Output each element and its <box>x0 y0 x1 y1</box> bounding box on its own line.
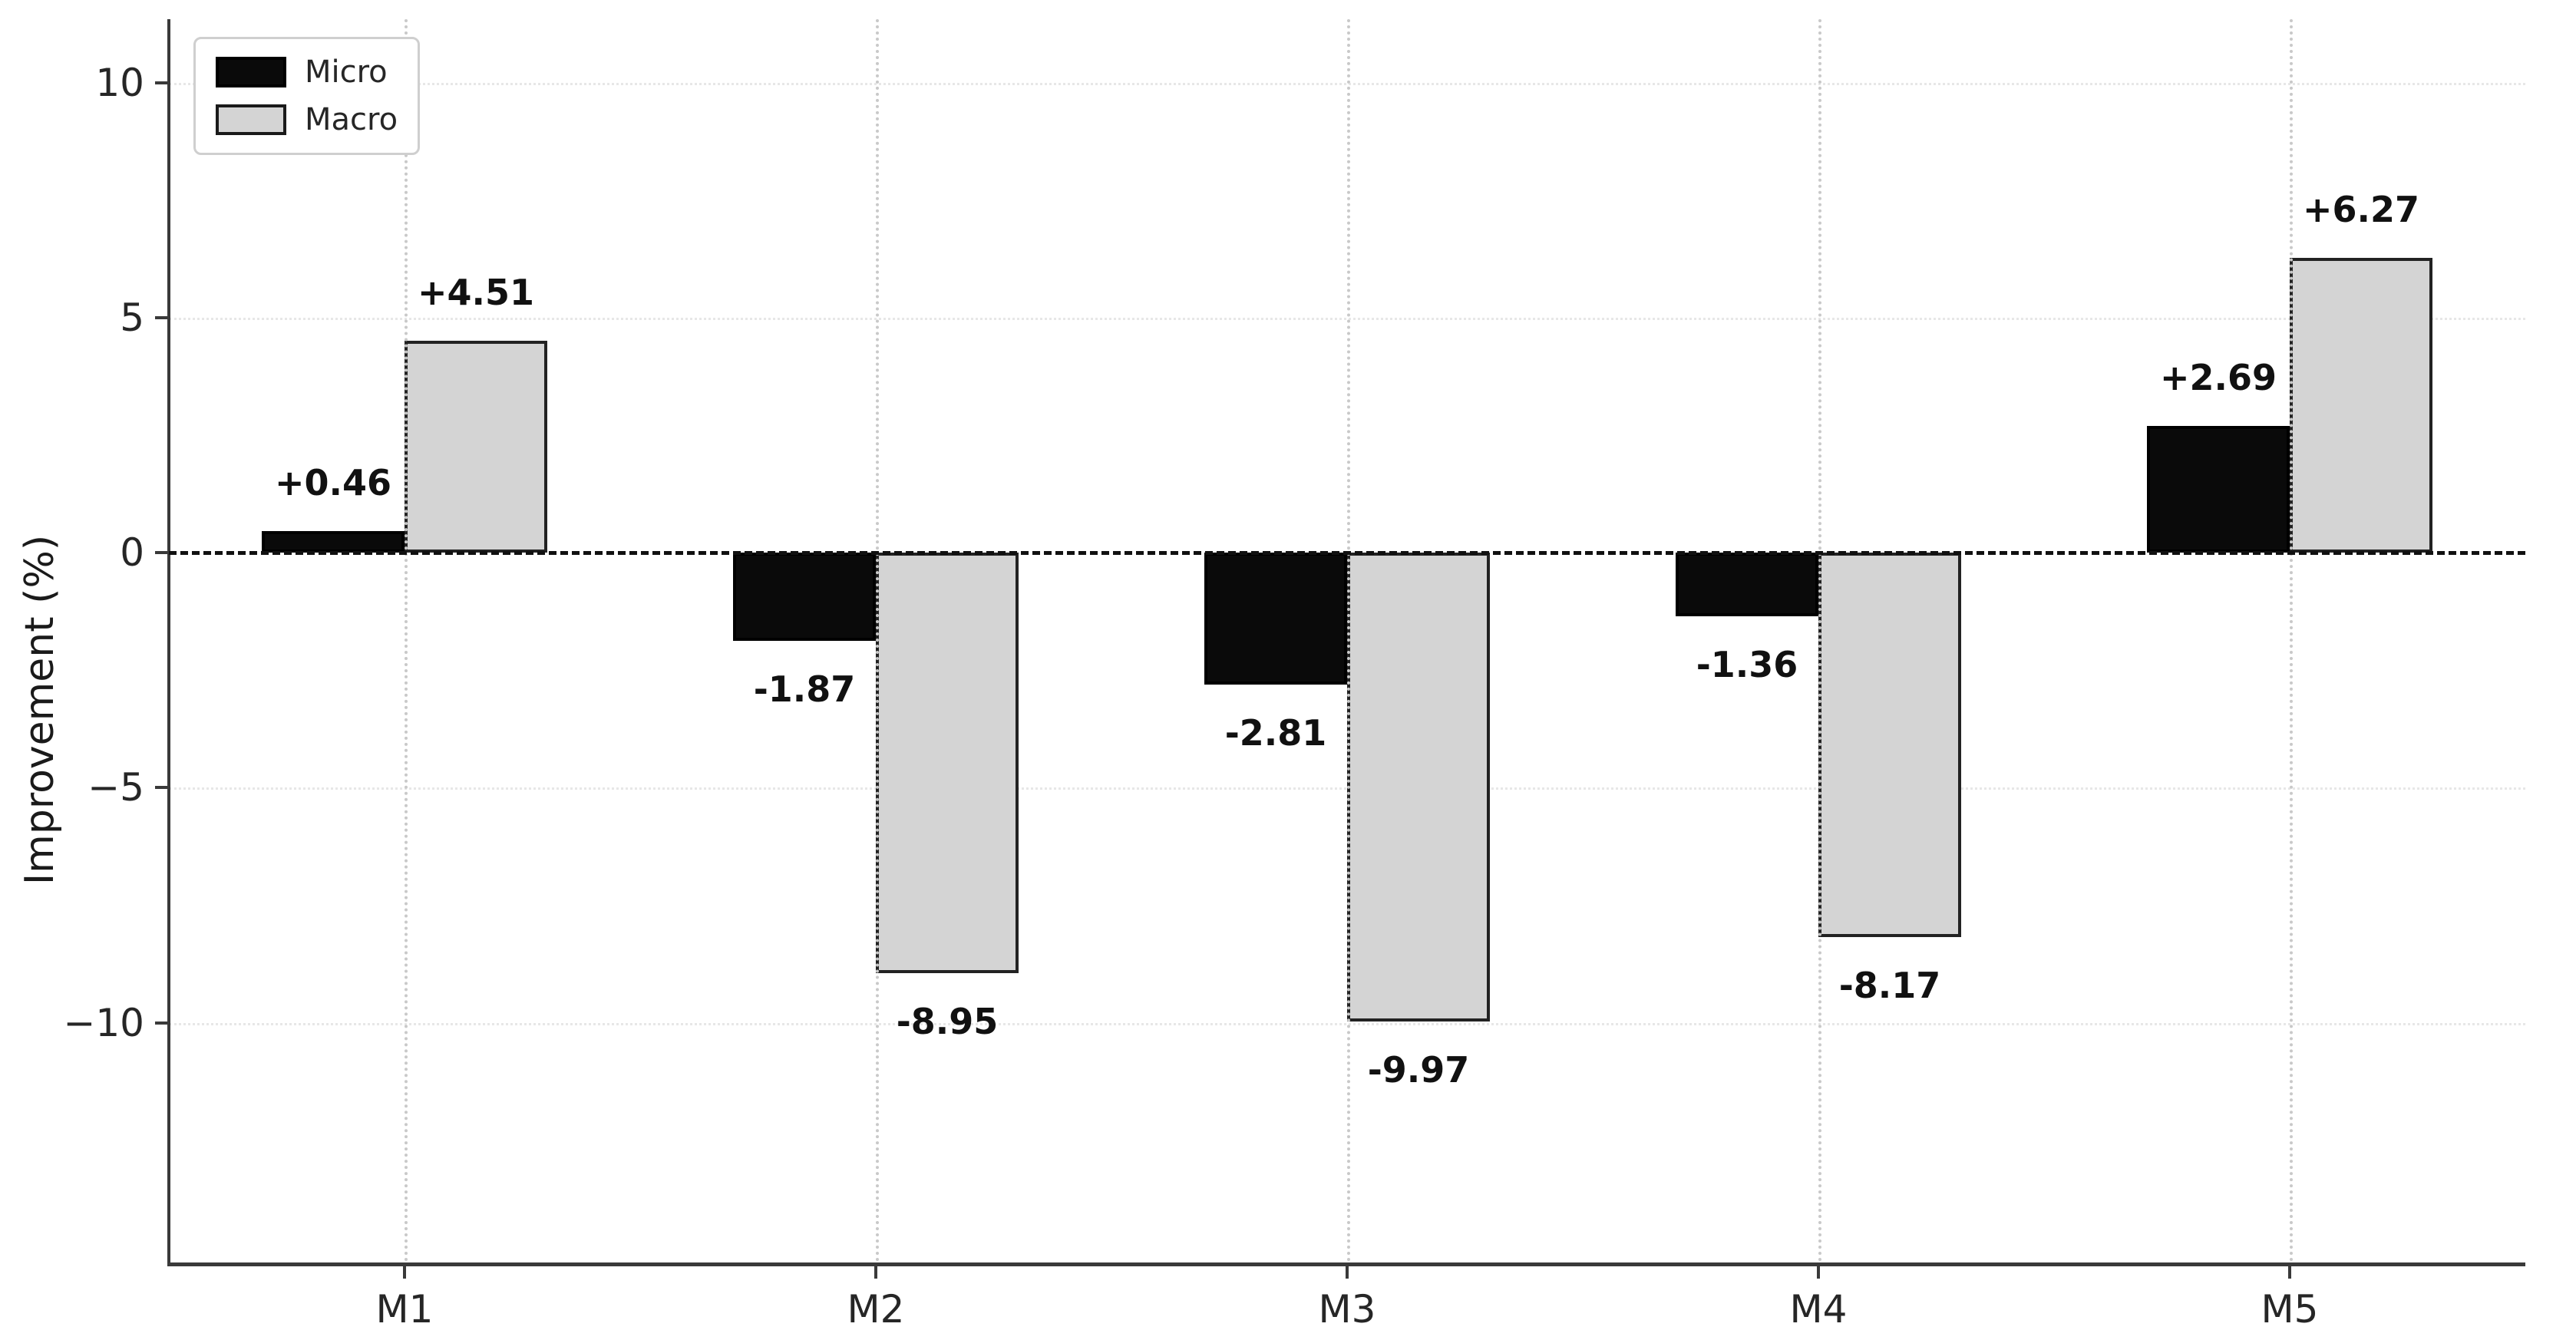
bar-micro-m5 <box>2147 426 2290 553</box>
x-tick-mark-m5 <box>2288 1266 2291 1279</box>
x-tick-mark-m4 <box>1817 1266 1820 1279</box>
x-tick-label-m1: M1 <box>375 1287 434 1332</box>
v-gridline-m2 <box>876 19 879 1262</box>
x-tick-label-m5: M5 <box>2261 1287 2319 1332</box>
y-tick-mark-0 <box>155 551 169 555</box>
zero-line <box>169 551 2525 556</box>
y-tick-mark-10 <box>155 81 169 84</box>
y-axis-title: Improvement (%) <box>17 534 63 886</box>
legend-label-macro: Macro <box>305 102 398 137</box>
v-gridline-m3 <box>1347 19 1350 1262</box>
value-label-macro-m2: -8.95 <box>896 1001 999 1043</box>
y-tick-label--5: −5 <box>88 765 144 810</box>
legend-item-macro: Macro <box>216 102 398 137</box>
legend: Micro Macro <box>193 37 421 155</box>
y-tick-label-5: 5 <box>120 295 144 340</box>
value-label-macro-m5: +6.27 <box>2302 189 2420 231</box>
y-tick-label-0: 0 <box>120 530 144 576</box>
legend-item-micro: Micro <box>216 54 398 90</box>
y-tick-mark--10 <box>155 1021 169 1025</box>
bar-macro-m5 <box>2290 258 2432 553</box>
x-tick-mark-m3 <box>1346 1266 1349 1279</box>
value-label-macro-m1: +4.51 <box>417 271 535 313</box>
y-tick-mark-5 <box>155 315 169 319</box>
bar-micro-m4 <box>1676 553 1818 617</box>
legend-swatch-macro-icon <box>216 104 286 135</box>
value-label-micro-m2: -1.87 <box>753 668 856 710</box>
bar-macro-m1 <box>405 340 547 553</box>
value-label-macro-m3: -9.97 <box>1367 1048 1470 1091</box>
y-tick-mark--5 <box>155 786 169 790</box>
bar-macro-m4 <box>1818 553 1961 937</box>
bar-macro-m2 <box>876 553 1019 974</box>
v-gridline-m1 <box>405 19 408 1262</box>
bottom-spine <box>169 1262 2525 1266</box>
value-label-micro-m5: +2.69 <box>2159 357 2277 399</box>
y-tick-label--10: −10 <box>63 1000 144 1045</box>
bar-micro-m1 <box>262 530 405 553</box>
bar-micro-m3 <box>1204 553 1347 685</box>
value-label-micro-m3: -2.81 <box>1224 712 1327 754</box>
value-label-micro-m4: -1.36 <box>1696 644 1798 686</box>
x-tick-mark-m1 <box>403 1266 406 1279</box>
v-gridline-m5 <box>2290 19 2293 1262</box>
x-tick-mark-m2 <box>874 1266 877 1279</box>
legend-label-micro: Micro <box>305 54 388 90</box>
legend-swatch-micro-icon <box>216 57 286 87</box>
value-label-macro-m4: -8.17 <box>1838 964 1941 1006</box>
v-gridline-m4 <box>1818 19 1821 1262</box>
value-label-micro-m1: +0.46 <box>274 461 392 503</box>
y-tick-label-10: 10 <box>95 60 144 105</box>
bar-macro-m3 <box>1347 553 1490 1022</box>
x-tick-label-m2: M2 <box>847 1287 905 1332</box>
bar-micro-m2 <box>733 553 876 641</box>
left-spine <box>167 19 170 1266</box>
x-tick-label-m4: M4 <box>1789 1287 1848 1332</box>
x-tick-label-m3: M3 <box>1318 1287 1376 1332</box>
